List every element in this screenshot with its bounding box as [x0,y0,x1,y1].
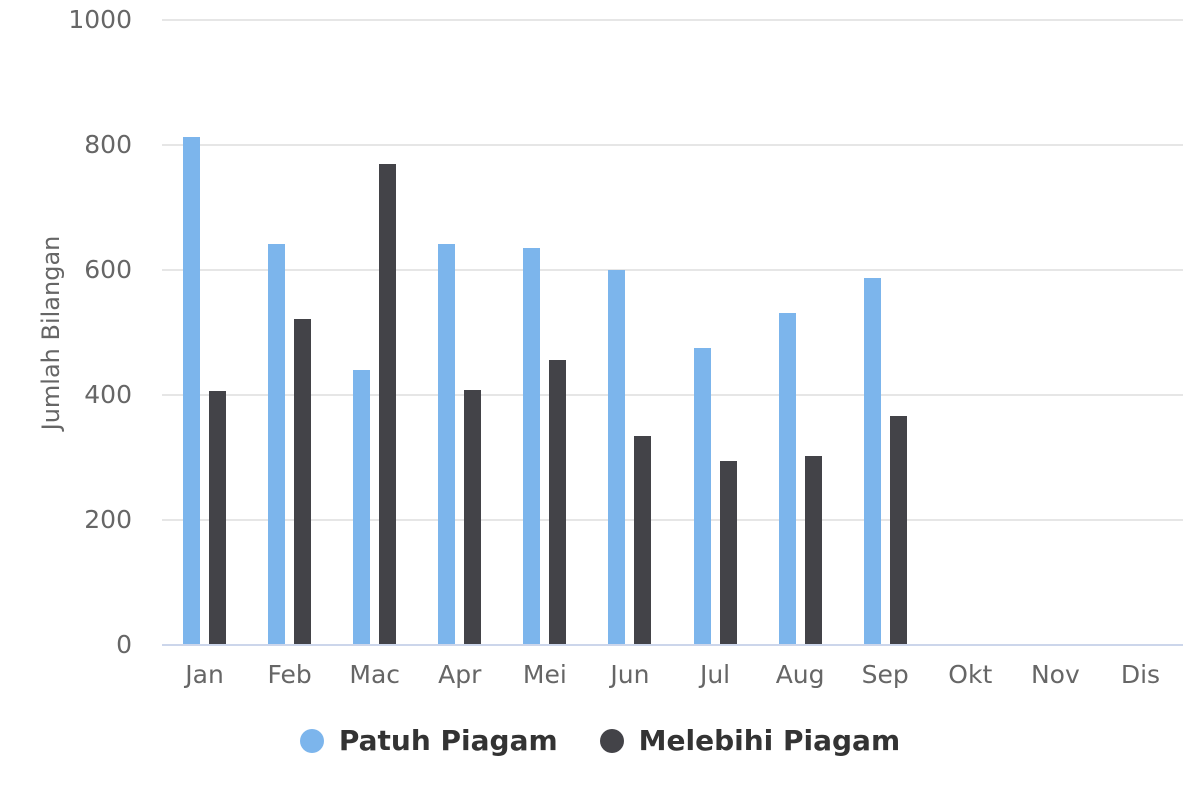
x-axis-label-jun: Jun [610,660,650,689]
category-slot-jun [587,20,672,645]
x-axis-label-aug: Aug [775,660,825,689]
y-tick-label: 1000 [68,5,132,34]
bar-melebihi-piagam-mei[interactable] [549,360,567,645]
y-tick-label: 800 [84,130,132,159]
bar-patuh-piagam-feb[interactable] [268,243,286,645]
bar-patuh-piagam-jul[interactable] [693,348,711,645]
bar-melebihi-piagam-jan[interactable] [209,391,227,645]
bar-melebihi-piagam-mac[interactable] [379,164,397,645]
category-slot-sep [843,20,928,645]
category-slot-jul [673,20,758,645]
y-tick-label: 400 [84,380,132,409]
category-slot-nov [1013,20,1098,645]
gridline [162,394,1183,396]
bar-melebihi-piagam-aug[interactable] [804,456,822,645]
x-axis-line [162,644,1183,646]
legend: Patuh Piagam Melebihi Piagam [0,724,1200,757]
bar-melebihi-piagam-apr[interactable] [464,390,482,645]
category-slot-mac [332,20,417,645]
gridline [162,519,1183,521]
bar-melebihi-piagam-jun[interactable] [634,436,652,645]
x-axis-label-nov: Nov [1030,660,1080,689]
bar-melebihi-piagam-feb[interactable] [294,319,312,645]
category-slot-feb [247,20,332,645]
x-axis-label-okt: Okt [948,660,993,689]
y-tick-label: 200 [84,505,132,534]
gridline [162,144,1183,146]
category-slot-jan [162,20,247,645]
bar-patuh-piagam-jun[interactable] [608,270,626,645]
legend-marker-circle-icon [599,728,624,753]
x-axis-label-feb: Feb [267,660,312,689]
gridline [162,19,1183,21]
legend-marker-circle-icon [299,728,324,753]
bar-melebihi-piagam-sep[interactable] [889,415,907,645]
x-axis-label-mac: Mac [349,660,401,689]
gridline [162,269,1183,271]
x-axis-label-mei: Mei [522,660,567,689]
legend-label: Patuh Piagam [338,724,558,757]
bar-patuh-piagam-sep[interactable] [863,278,881,645]
legend-item-patuh-piagam[interactable]: Patuh Piagam [299,724,558,757]
category-slot-aug [758,20,843,645]
bar-patuh-piagam-mac[interactable] [353,370,371,645]
bar-patuh-piagam-jan[interactable] [183,136,201,645]
x-axis-label-sep: Sep [861,660,909,689]
y-tick-label: 600 [84,255,132,284]
y-tick-label: 0 [116,630,132,659]
bar-patuh-piagam-mei[interactable] [523,248,541,645]
x-axis-label-jul: Jul [699,660,731,689]
x-axis-label-apr: Apr [438,660,482,689]
plot-area [162,19,1183,646]
legend-label: Melebihi Piagam [638,724,901,757]
legend-item-melebihi-piagam[interactable]: Melebihi Piagam [599,724,901,757]
category-slot-mei [502,20,587,645]
category-slot-dis [1098,20,1183,645]
x-axis-label-dis: Dis [1120,660,1161,689]
category-slot-okt [928,20,1013,645]
bar-patuh-piagam-apr[interactable] [438,243,456,645]
bar-melebihi-piagam-jul[interactable] [719,461,737,645]
bar-patuh-piagam-aug[interactable] [778,313,796,645]
category-slot-apr [417,20,502,645]
x-axis-label-jan: Jan [185,660,224,689]
